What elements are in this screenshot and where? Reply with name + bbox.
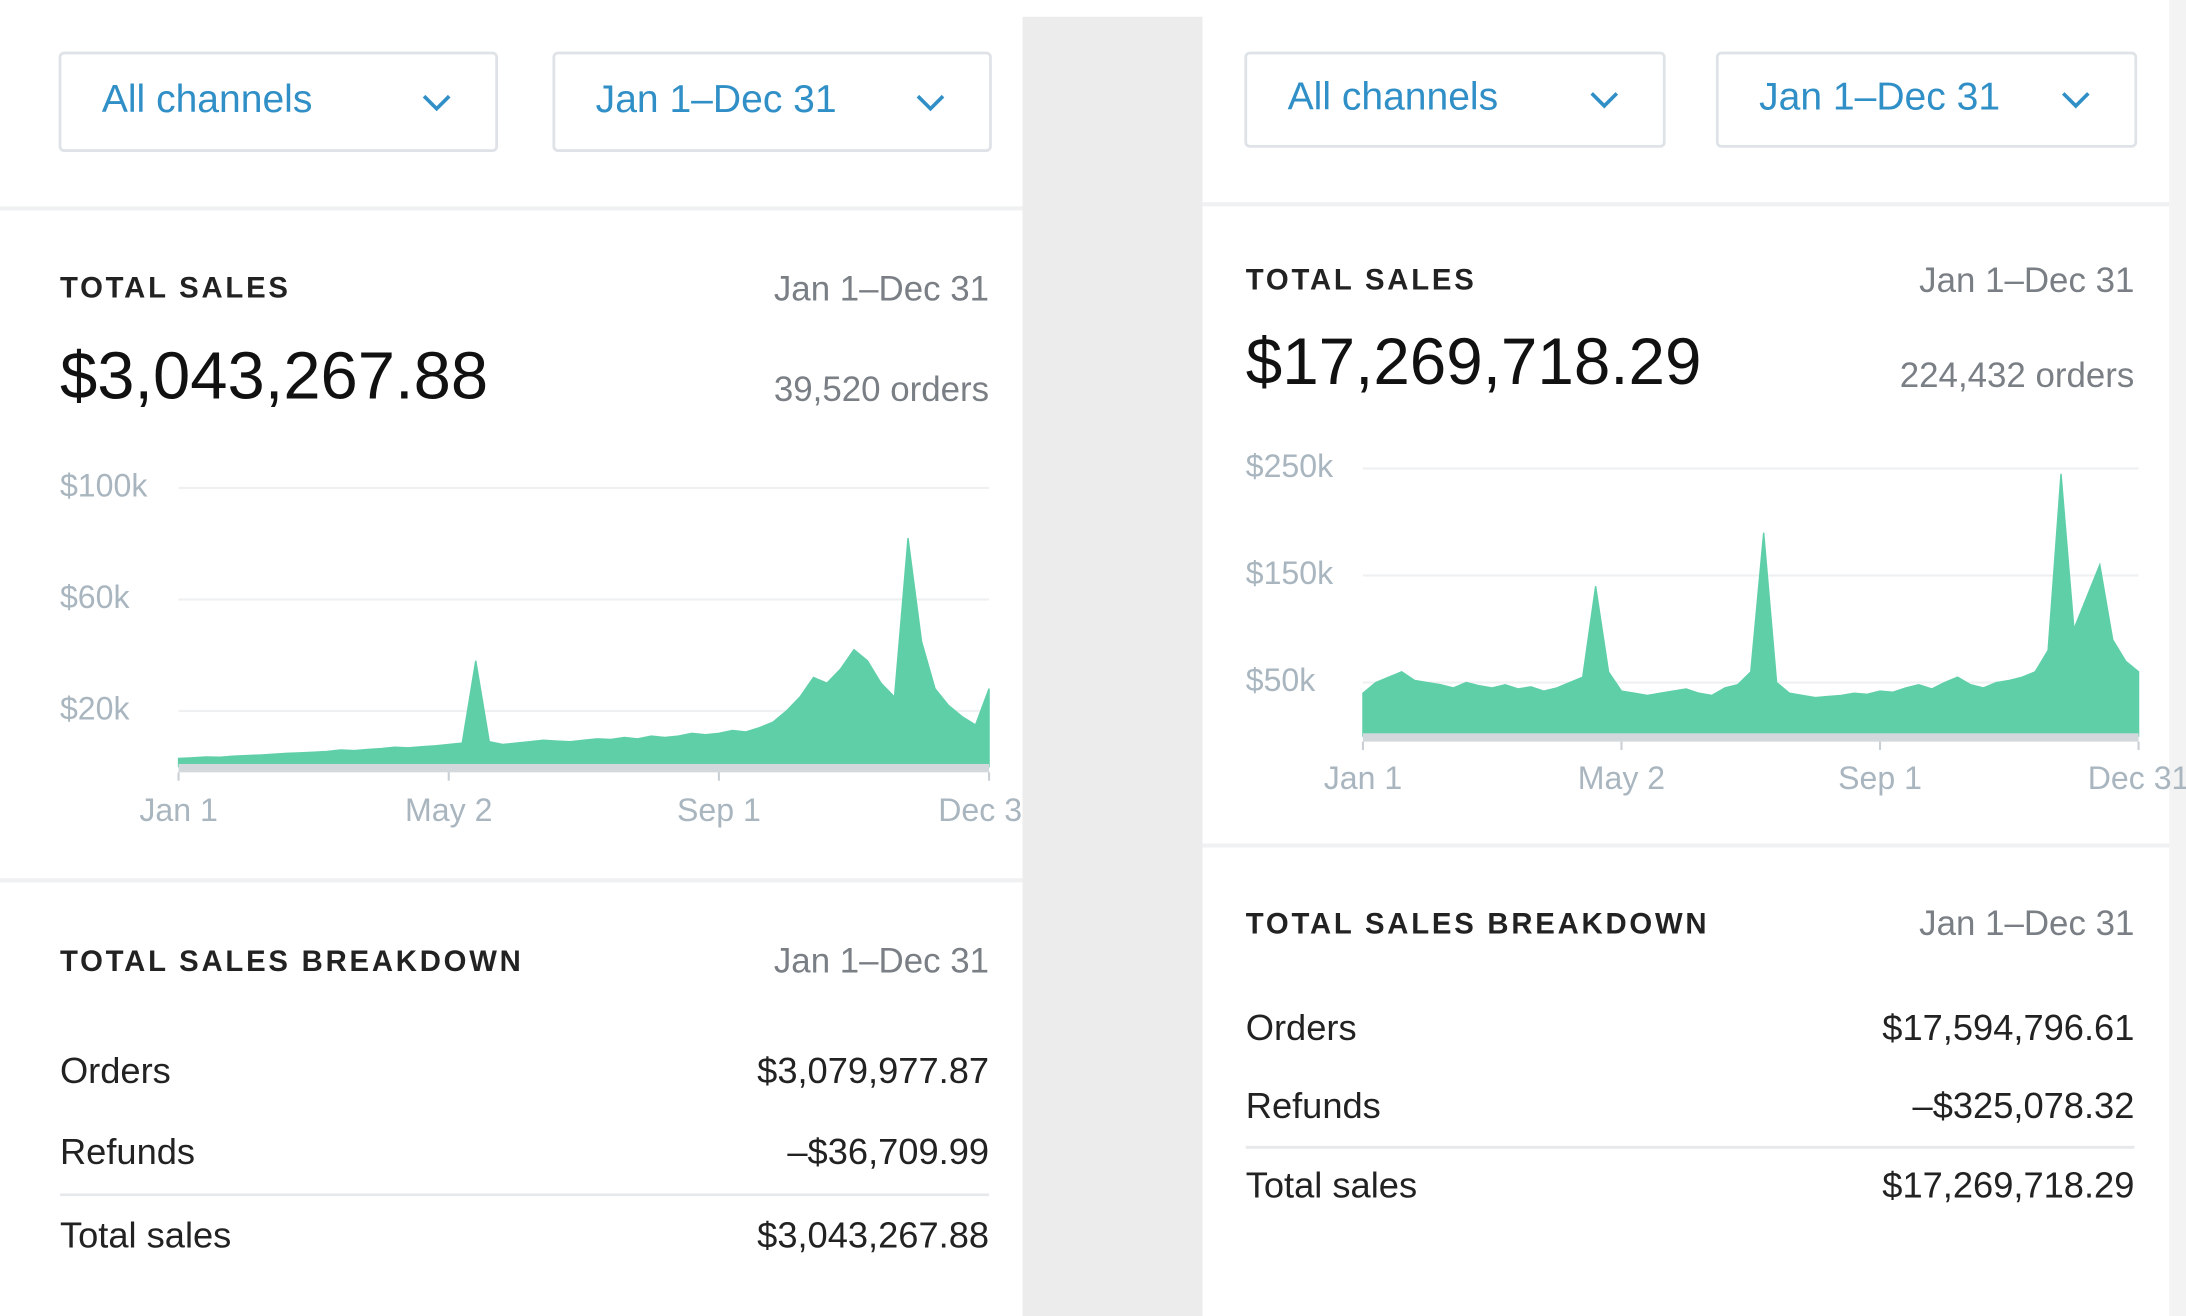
dropdown-label[interactable]: Jan 1–Dec 31 <box>596 78 837 121</box>
x-tick-label: Jan 1 <box>139 792 217 828</box>
dropdown-label[interactable]: Jan 1–Dec 31 <box>1759 75 2000 118</box>
chevron-icon[interactable] <box>1590 92 1619 109</box>
section-title: TOTAL SALES <box>60 272 291 305</box>
x-tick-label: May 2 <box>405 792 492 828</box>
edge-strip <box>2169 0 2186 1316</box>
axis-baseline <box>1362 733 2139 742</box>
total-amount: $3,043,267.88 <box>60 338 488 413</box>
section-title: TOTAL SALES <box>1246 263 1477 296</box>
row-label: Orders <box>60 1050 171 1091</box>
section-separator <box>0 878 1023 883</box>
row-value: –$325,078.32 <box>1913 1085 2135 1126</box>
dropdown-label[interactable]: All channels <box>102 78 313 121</box>
section-separator <box>0 206 1023 211</box>
row-value: $17,594,796.61 <box>1882 1007 2134 1048</box>
chevron-icon[interactable] <box>2061 92 2090 109</box>
y-tick-label: $20k <box>60 690 131 726</box>
date-range: Jan 1–Dec 31 <box>774 942 989 981</box>
date-range: Jan 1–Dec 31 <box>1919 904 2134 943</box>
row-label: Orders <box>1246 1007 1357 1048</box>
section-title: TOTAL SALES BREAKDOWN <box>60 945 524 978</box>
row-label: Total sales <box>60 1215 231 1256</box>
y-tick-label: $50k <box>1246 662 1317 698</box>
total-amount: $17,269,718.29 <box>1246 325 1702 398</box>
row-label: Refunds <box>60 1131 195 1172</box>
dropdown[interactable] <box>1244 51 1666 148</box>
row-value: –$36,709.99 <box>787 1131 989 1172</box>
section-separator <box>1202 202 2170 207</box>
chevron-icon[interactable] <box>916 94 945 112</box>
y-tick-label: $150k <box>1246 555 1334 591</box>
left-panel: All channels Jan 1–Dec 31 TOTAL SALES Jan 1… <box>0 51 1040 1256</box>
divider-strip <box>1022 16 1203 1316</box>
right-panel: All channels Jan 1–Dec 31 TOTAL SALES Jan 1… <box>1202 51 2186 1205</box>
x-tick-label: Sep 1 <box>677 792 761 828</box>
x-tick-label: Dec 31 <box>2088 760 2186 796</box>
dropdown[interactable] <box>58 51 499 152</box>
section-separator <box>1202 843 2170 848</box>
x-tick-label: Jan 1 <box>1324 760 1402 796</box>
x-tick-label: Dec 31 <box>938 792 1040 828</box>
dropdown[interactable] <box>1715 51 2138 148</box>
x-tick-label: May 2 <box>1578 760 1665 796</box>
date-range: Jan 1–Dec 31 <box>1919 261 2134 300</box>
date-range: Jan 1–Dec 31 <box>774 270 989 309</box>
orders-count: 224,432 orders <box>1900 356 2135 395</box>
y-tick-label: $100k <box>60 467 148 503</box>
chevron-icon[interactable] <box>422 94 451 112</box>
y-tick-label: $250k <box>1246 448 1334 484</box>
row-value: $3,043,267.88 <box>757 1215 989 1256</box>
row-label: Refunds <box>1246 1085 1381 1126</box>
y-tick-label: $60k <box>60 579 131 615</box>
dropdown-label[interactable]: All channels <box>1288 75 1499 118</box>
sales-area <box>177 538 990 768</box>
section-title: TOTAL SALES BREAKDOWN <box>1246 907 1710 940</box>
axis-baseline <box>178 763 990 773</box>
row-value: $3,079,977.87 <box>757 1050 989 1091</box>
x-tick-label: Sep 1 <box>1838 760 1922 796</box>
row-value: $17,269,718.29 <box>1882 1164 2134 1205</box>
dropdown[interactable] <box>552 51 992 152</box>
orders-count: 39,520 orders <box>774 370 989 409</box>
row-label: Total sales <box>1246 1164 1417 1205</box>
sales-area <box>1362 473 2140 737</box>
